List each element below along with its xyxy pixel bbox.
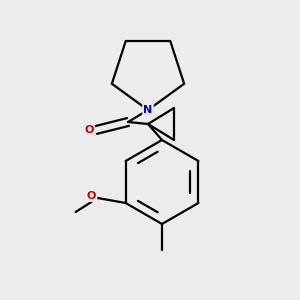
Text: O: O [84, 125, 94, 135]
Text: O: O [87, 191, 96, 201]
Text: N: N [143, 105, 153, 115]
